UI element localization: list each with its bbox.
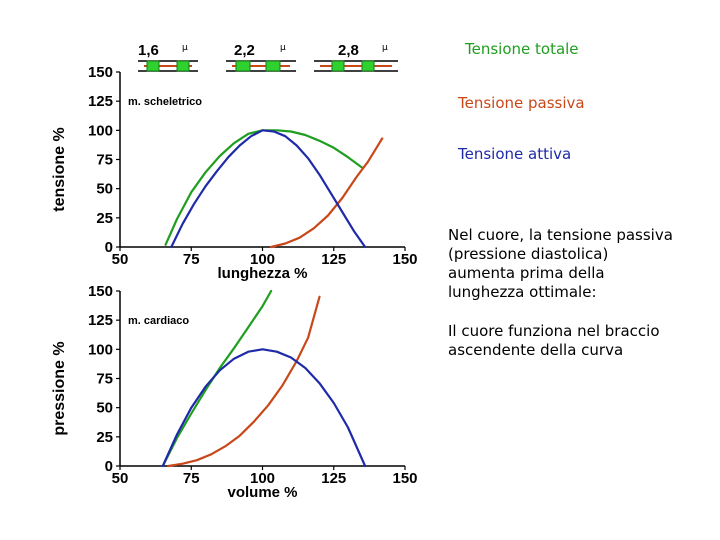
x-tick-label: 125 (321, 470, 346, 487)
x-axis-title: volume % (227, 484, 297, 501)
crossbridge-block (146, 60, 160, 72)
y-tick-label: 125 (88, 93, 113, 110)
x-tick-label: 150 (392, 470, 417, 487)
y-tick-label: 75 (96, 371, 113, 388)
sarcomere-label-1: 1,6 (138, 42, 159, 59)
chart-skeletal-muscle: 0 25 50 75 100 125 150 50 75 100 125 150 lunghezza %… (51, 64, 418, 282)
series-line-attiva (161, 348, 367, 468)
series-line-attiva (170, 129, 367, 249)
y-tick-label: 150 (88, 283, 113, 300)
sarcomere-unit-2: μ (280, 43, 286, 53)
sarcomere-optimal: 2,2 μ (226, 42, 296, 72)
x-tick-label: 50 (112, 470, 129, 487)
x-tick-label: 100 (250, 470, 275, 487)
x-tick-label: 50 (112, 251, 129, 268)
y-tick-label: 100 (88, 341, 113, 358)
series-line-passiva (167, 295, 321, 468)
y-axis-title: tensione % (51, 127, 68, 211)
legend-passive-tension: Tensione passiva (458, 94, 585, 112)
y-tick-label: 100 (88, 122, 113, 139)
panel-label: m. cardiaco (128, 315, 189, 327)
series-line-passiva (270, 137, 384, 249)
sarcomere-long: 2,8 μ (314, 42, 398, 72)
sarcomere-label-3: 2,8 (338, 42, 359, 59)
crossbridge-block (265, 60, 281, 72)
sarcomere-short: 1,6 μ (138, 42, 198, 72)
chart-cardiac-muscle: 0 25 50 75 100 125 150 50 75 100 125 150 volume % pre… (51, 283, 418, 501)
sarcomere-unit-1: μ (182, 43, 188, 53)
x-tick-label: 150 (392, 251, 417, 268)
x-tick-label: 100 (250, 251, 275, 268)
note-ascending-limb: Il cuore funziona nel braccio ascendente… (448, 322, 660, 359)
y-tick-label: 25 (96, 210, 113, 227)
x-tick-label: 75 (183, 470, 200, 487)
sarcomere-diagrams: 1,6 μ 2,2 μ 2,8 μ (138, 42, 398, 72)
y-tick-label: 0 (105, 458, 113, 475)
note-passive-before-optimal: Nel cuore, la tensione passiva (pression… (448, 226, 673, 301)
panel-label: m. scheletrico (128, 96, 202, 108)
sarcomere-label-2: 2,2 (234, 42, 255, 59)
y-tick-label: 50 (96, 400, 113, 417)
x-tick-label: 75 (183, 251, 200, 268)
y-tick-label: 50 (96, 181, 113, 198)
y-tick-label: 0 (105, 239, 113, 256)
y-tick-label: 150 (88, 64, 113, 81)
crossbridge-block (176, 60, 190, 72)
y-axis-title: pressione % (51, 341, 68, 435)
sarcomere-unit-3: μ (382, 43, 388, 53)
y-tick-label: 125 (88, 312, 113, 329)
series-line-totale (164, 129, 364, 246)
series-line-totale (161, 289, 273, 468)
crossbridge-block (331, 60, 345, 72)
legend-active-tension: Tensione attiva (458, 145, 572, 163)
y-tick-label: 25 (96, 429, 113, 446)
legend-total-tension: Tensione totale (465, 40, 579, 58)
crossbridge-block (361, 60, 375, 72)
crossbridge-block (235, 60, 251, 72)
x-axis-title: lunghezza % (217, 265, 307, 282)
x-tick-label: 125 (321, 251, 346, 268)
y-tick-label: 75 (96, 152, 113, 169)
